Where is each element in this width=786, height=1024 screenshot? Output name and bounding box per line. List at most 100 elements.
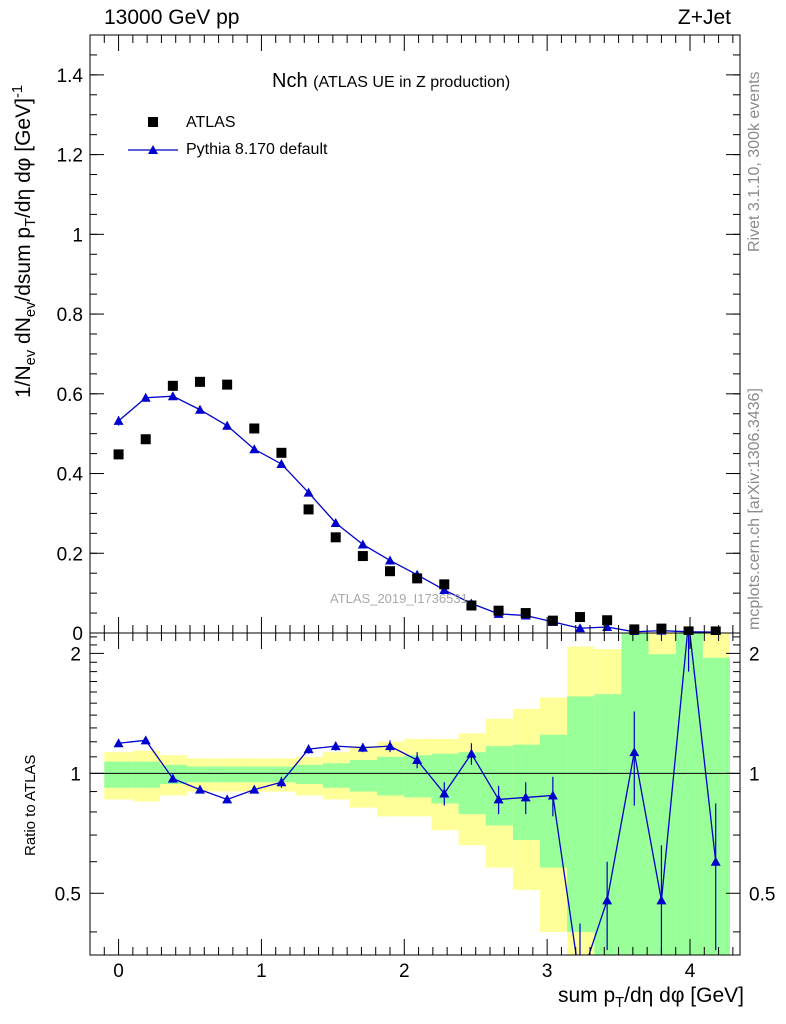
main-y-tick-label: 0 (72, 624, 83, 645)
pythia-point (330, 517, 341, 527)
atlas-point (439, 579, 450, 590)
legend-marker-atlas (148, 117, 158, 127)
ratio-band-green (458, 752, 486, 815)
ratio-point (249, 784, 260, 794)
main-panel-layer (113, 117, 721, 635)
x-tick-label: 1 (256, 961, 267, 982)
mcplots-label: mcplots.cern.ch [arXiv:1306.3436] (746, 388, 763, 630)
x-tick-label: 4 (685, 961, 696, 982)
ratio-point (140, 735, 151, 745)
ratio-band-green (350, 760, 378, 792)
plot-title-sub: (ATLAS UE in Z production) (313, 74, 511, 91)
energy-label: 13000 GeV pp (104, 6, 240, 29)
plot-title-main: Nch (272, 70, 308, 92)
atlas-point (249, 423, 260, 434)
pythia-point (222, 420, 233, 430)
ratio-y-tick-label-left: 2 (70, 644, 81, 665)
atlas-point (466, 600, 477, 611)
ratio-frame (89, 632, 741, 956)
pythia-point (439, 584, 450, 594)
x-axis-label: sum pT/dη dφ [GeV] (557, 984, 744, 1012)
atlas-point (140, 434, 151, 445)
main-y-tick-label: 1 (72, 225, 83, 246)
pythia-point (167, 391, 178, 401)
ratio-band-green (594, 694, 622, 955)
legend-label-pythia: Pythia 8.170 default (186, 141, 328, 158)
pythia-point (195, 404, 205, 414)
ratio-band-green (621, 633, 649, 955)
pythia-point (385, 555, 395, 565)
panel-frames: 00.20.40.60.811.21.40.5 0.51 12 20 1 2 3 4 (55, 34, 775, 982)
pythia-point (303, 487, 314, 497)
ratio-point (195, 784, 205, 794)
analysis-watermark: ATLAS_2019_I1736531 (330, 591, 468, 606)
ratio-y-tick-label-right: 0.5 (749, 884, 775, 905)
main-series (113, 376, 721, 635)
atlas-point (222, 379, 233, 390)
main-y-tick-label: 1.2 (57, 146, 83, 167)
ratio-y-axis-label: Ratio to ATLAS (22, 754, 39, 856)
ratio-uncertainty-bands (104, 633, 730, 955)
legend-label-atlas: ATLAS (186, 114, 236, 131)
ratio-point (656, 895, 667, 905)
ratio-point (493, 794, 504, 804)
ratio-band-green (377, 756, 405, 796)
pythia-point (357, 539, 368, 549)
ratio-point (520, 792, 531, 802)
pythia-point (113, 415, 124, 425)
atlas-point (195, 376, 205, 387)
ratio-point (276, 777, 287, 787)
ratio-point (357, 742, 368, 752)
atlas-point (520, 608, 531, 619)
ratio-band-green (132, 761, 160, 788)
atlas-point (330, 532, 341, 543)
x-tick-label: 0 (113, 961, 124, 982)
atlas-point (167, 380, 178, 391)
ratio-point (412, 755, 423, 765)
x-tick-label: 2 (399, 961, 410, 982)
ratio-series (113, 617, 721, 955)
atlas-point (385, 566, 395, 577)
ratio-band-green (675, 633, 703, 955)
pythia-point (575, 623, 585, 633)
ratio-point (113, 738, 124, 748)
atlas-point (276, 447, 287, 458)
atlas-point (113, 449, 124, 460)
ratio-point (330, 741, 341, 751)
legend-marker-pythia (148, 145, 158, 154)
ratio-band-green (241, 766, 269, 783)
ratio-band-green (214, 766, 242, 783)
atlas-point (303, 504, 314, 515)
ratio-point (385, 741, 395, 751)
main-y-tick-label: 0.6 (57, 385, 83, 406)
ratio-band-green (187, 766, 215, 783)
atlas-point (629, 624, 640, 635)
ratio-panel-layer (90, 617, 740, 955)
ratio-point (547, 790, 558, 800)
main-y-axis-label: 1/Nev dNev/dsum pT/dη dφ [GeV]-1 (10, 84, 40, 398)
x-tick-label: 3 (542, 961, 553, 982)
main-y-tick-label: 1.4 (57, 66, 84, 87)
rivet-info-label: Rivet 3.1.10, 300k events (746, 71, 763, 252)
ratio-y-tick-label-right: 2 (749, 644, 760, 665)
ratio-point (303, 744, 314, 754)
ratio-band-green (648, 654, 676, 955)
process-label: Z+Jet (677, 6, 731, 29)
atlas-point (602, 615, 613, 626)
ratio-band-green (295, 764, 323, 785)
atlas-point (412, 573, 423, 584)
main-y-tick-label: 0.4 (57, 465, 84, 486)
main-y-tick-label: 0.2 (57, 544, 83, 565)
ratio-band-green (512, 744, 540, 841)
atlas-point (493, 605, 504, 616)
ratio-point (222, 794, 233, 804)
ratio-point (684, 617, 694, 626)
ratio-y-tick-label-right: 1 (749, 764, 760, 785)
ratio-y-tick-label-left: 1 (70, 764, 81, 785)
atlas-point (357, 551, 368, 562)
ratio-point (629, 747, 640, 757)
ratio-point (167, 773, 178, 783)
atlas-point (683, 626, 694, 635)
ratio-point (602, 895, 613, 905)
